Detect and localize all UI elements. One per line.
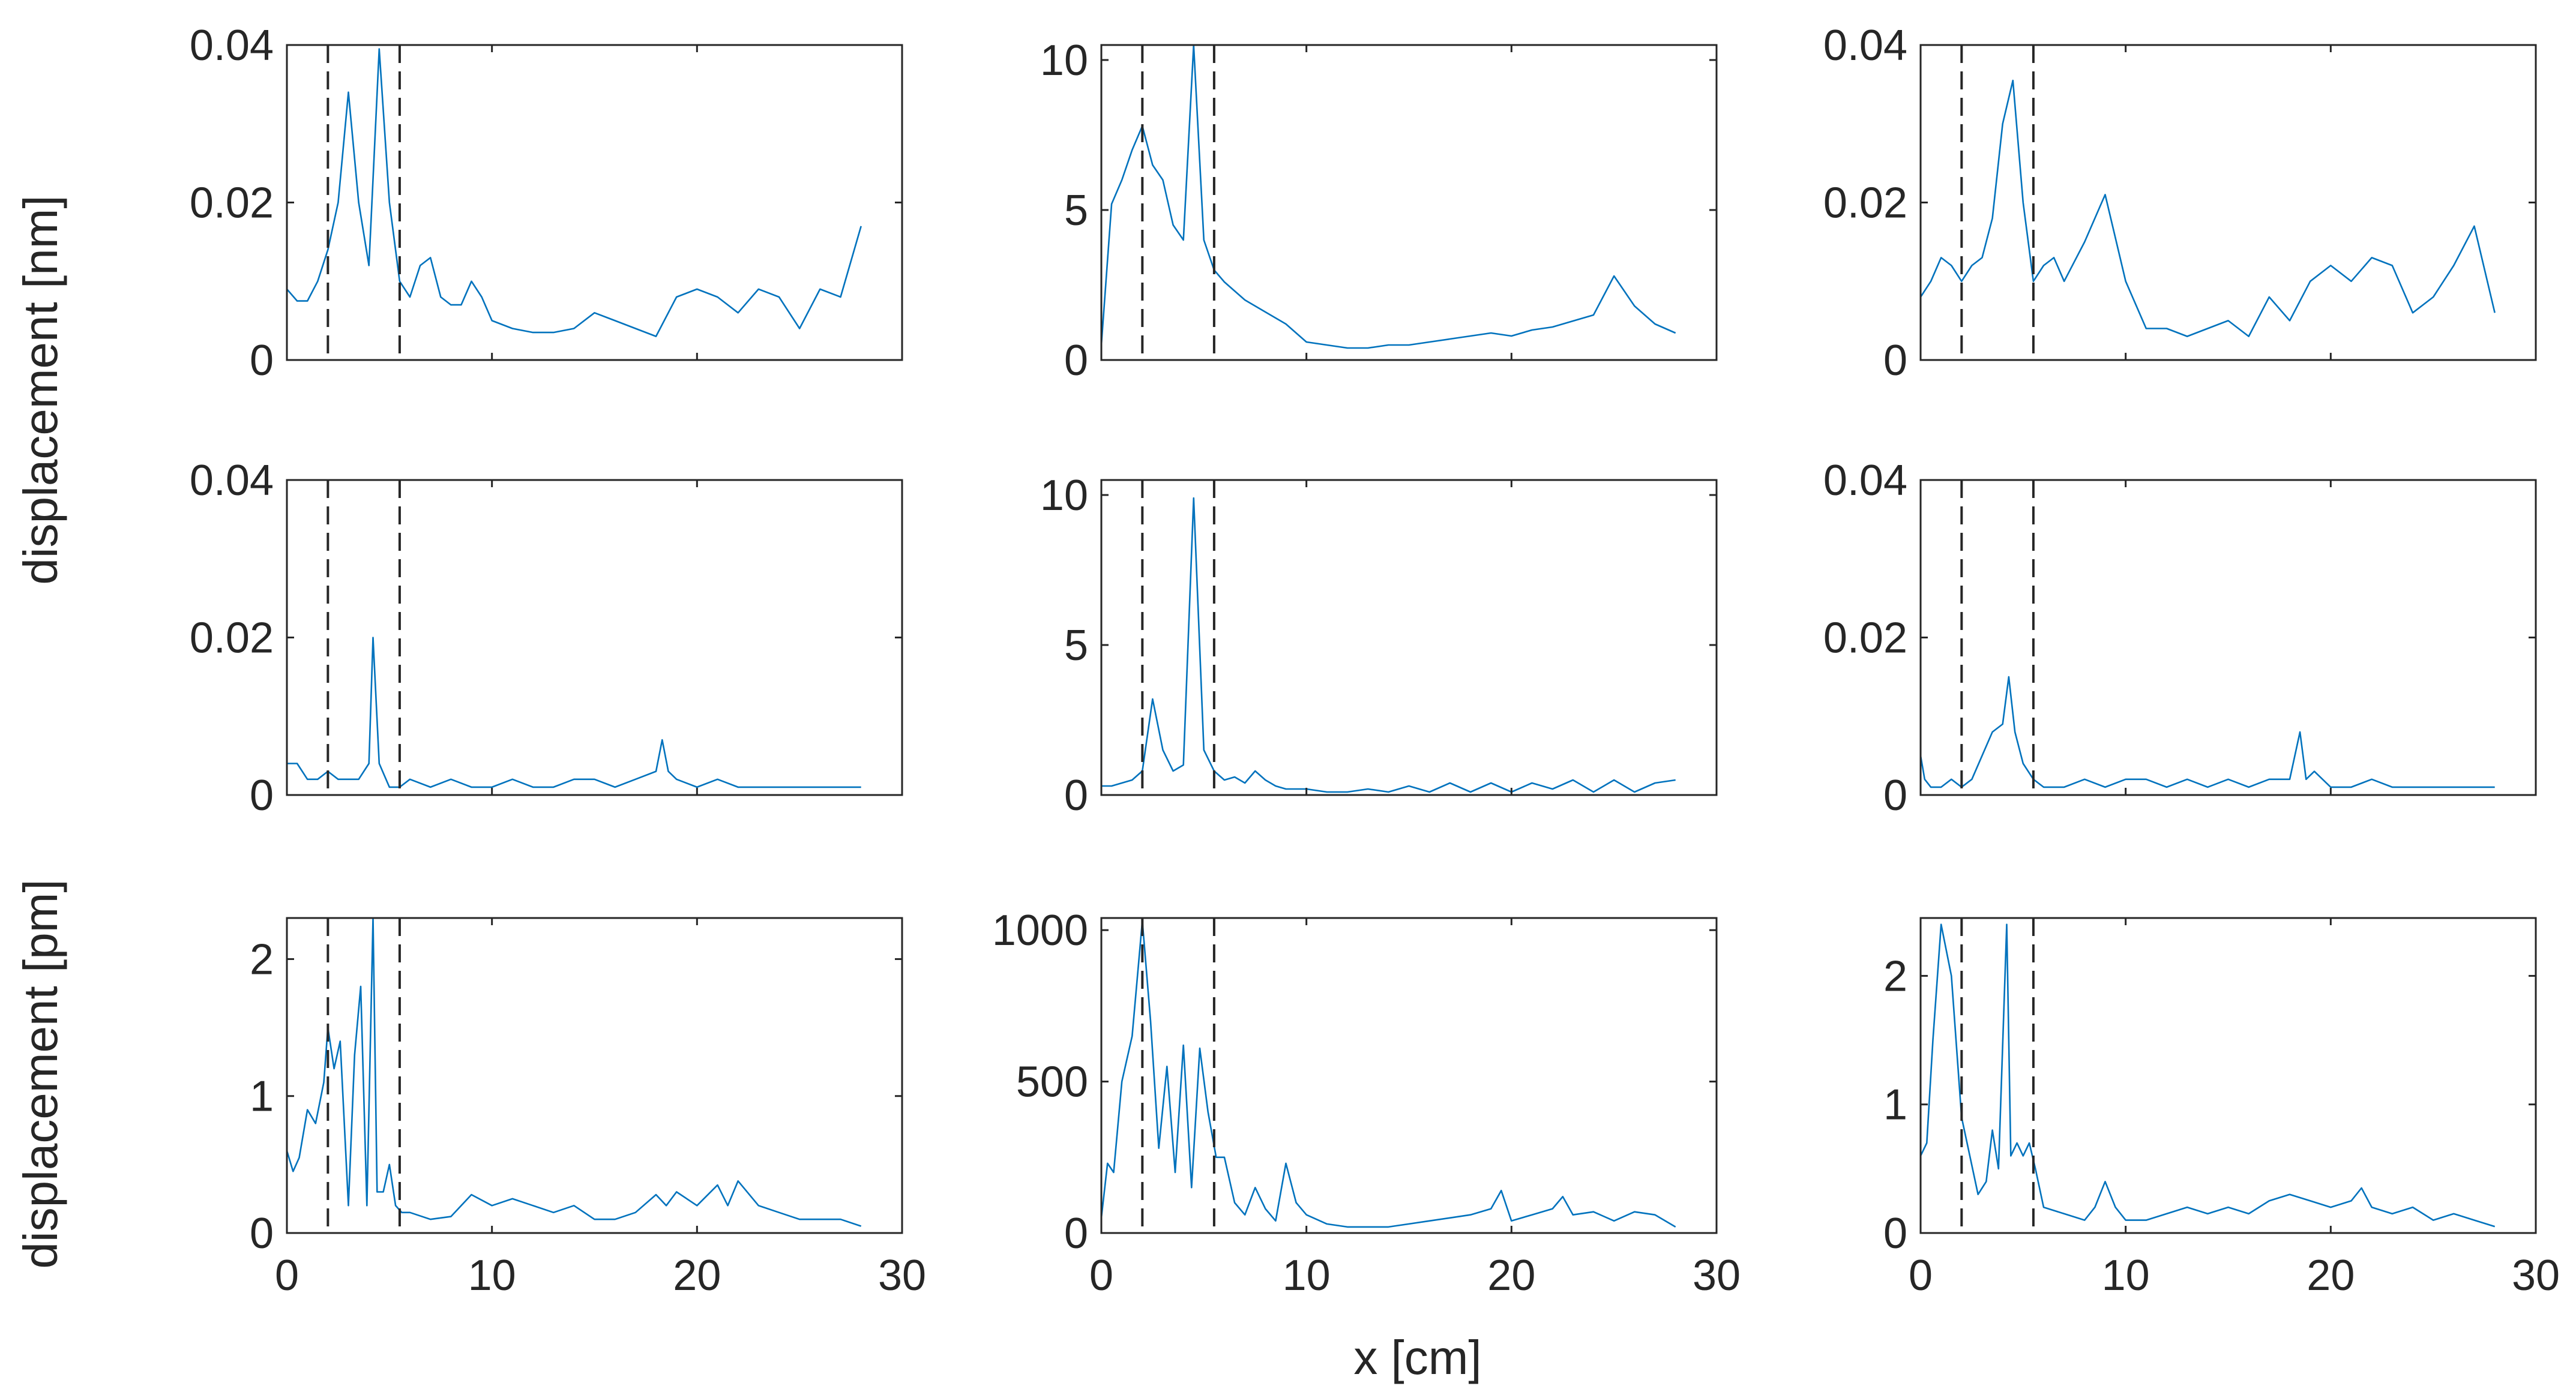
series-line [1101, 497, 1676, 793]
y-tick-label: 1000 [992, 907, 1088, 955]
x-tick-label: 0 [1089, 1252, 1113, 1300]
y-tick-label: 0 [1064, 337, 1088, 385]
y-tick-label: 0 [1883, 337, 1907, 385]
y-tick-label: 1 [1883, 1081, 1907, 1129]
y-tick-label: 0.02 [190, 179, 274, 227]
axes-box [286, 917, 903, 1234]
y-axis-label-nm: displacement [nm] [14, 195, 67, 584]
y-tick-label: 0.04 [190, 22, 274, 70]
x-tick-label: 0 [275, 1252, 299, 1300]
subplot-r1-c1: 0 0.02 0.04 [190, 22, 903, 385]
axes-box [1919, 917, 2537, 1234]
axes-box [1100, 917, 1718, 1234]
y-tick-label: 0.04 [1823, 22, 1907, 70]
y-tick-label: 0 [250, 337, 274, 385]
subplot-r2-c3: 0 0.02 0.04 [1823, 457, 2537, 820]
y-tick-label: 5 [1064, 622, 1088, 670]
series-line [1101, 45, 1676, 349]
axes-box [1100, 479, 1718, 796]
y-tick-label: 0 [1883, 1210, 1907, 1258]
y-tick-label: 500 [1016, 1058, 1088, 1106]
series-line [287, 637, 861, 788]
x-tick-label: 10 [2102, 1252, 2150, 1300]
series-line [1921, 676, 2495, 788]
y-tick-label: 10 [1040, 472, 1088, 520]
axes-box [1100, 44, 1718, 361]
y-tick-label: 10 [1040, 37, 1088, 85]
x-tick-label: 30 [878, 1252, 926, 1300]
y-tick-label: 5 [1064, 187, 1088, 235]
x-tick-label: 10 [1283, 1252, 1331, 1300]
y-tick-label: 0 [250, 1210, 274, 1258]
x-tick-label: 20 [2307, 1252, 2355, 1300]
subplot-r1-c3: 0 0.02 0.04 [1823, 22, 2537, 385]
x-tick-label: 30 [2512, 1252, 2560, 1300]
subplot-grid: 00.020.04051000.020.0400.020.04051000.02… [190, 22, 2560, 1300]
subplot-r3-c3: 0 10 20 30 0 1 2 [1883, 917, 2560, 1300]
x-tick-label: 20 [673, 1252, 721, 1300]
x-tick-label: 10 [468, 1252, 516, 1300]
y-tick-label: 0.02 [1823, 179, 1907, 227]
y-tick-label: 2 [250, 935, 274, 983]
x-tick-label: 20 [1487, 1252, 1535, 1300]
y-tick-label: 0 [1883, 772, 1907, 820]
y-tick-label: 0.02 [1823, 614, 1907, 662]
subplot-r3-c2: 0 10 20 30 0 500 1000 [992, 907, 1741, 1300]
x-tick-label: 30 [1693, 1252, 1741, 1300]
x-tick-label: 0 [1909, 1252, 1933, 1300]
subplot-r2-c1: 0 0.02 0.04 [190, 457, 903, 820]
y-tick-label: 0.04 [1823, 457, 1907, 505]
subplot-r2-c2: 0 5 10 [1040, 472, 1718, 820]
series-line [1921, 79, 2496, 337]
y-axis-label-pm: displacement [pm] [14, 879, 67, 1268]
x-axis-label: x [cm] [1353, 1331, 1481, 1384]
series-line [287, 918, 862, 1227]
series-line [287, 48, 862, 337]
y-tick-label: 0 [250, 772, 274, 820]
y-tick-label: 0.04 [190, 457, 274, 505]
subplot-r3-c1: 0 10 20 30 0 1 2 [250, 917, 926, 1300]
y-tick-label: 0 [1064, 1210, 1088, 1258]
subplot-r1-c2: 0 5 10 [1040, 37, 1718, 385]
y-tick-label: 0.02 [190, 614, 274, 662]
y-tick-label: 2 [1883, 952, 1907, 1000]
series-line [1921, 923, 2496, 1228]
y-tick-label: 1 [250, 1073, 274, 1121]
y-tick-label: 0 [1064, 772, 1088, 820]
series-line [1101, 920, 1676, 1228]
